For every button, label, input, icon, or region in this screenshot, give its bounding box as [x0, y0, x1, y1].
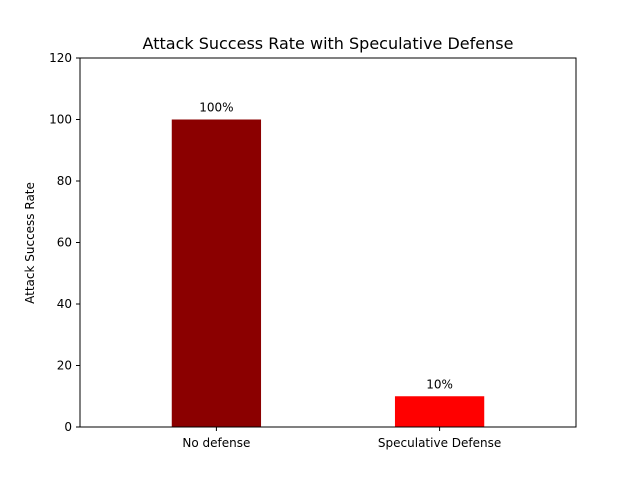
- bar: [394, 396, 485, 427]
- y-tick-label: 60: [57, 236, 72, 250]
- bars: [171, 119, 485, 427]
- x-tick-label: No defense: [182, 436, 250, 450]
- y-tick-label: 40: [57, 297, 72, 311]
- y-axis-ticks: 0 20 40 60 80 100 120: [49, 51, 80, 434]
- bar-value-label: 10%: [426, 377, 453, 391]
- y-tick-label: 20: [57, 359, 72, 373]
- y-tick-label: 80: [57, 174, 72, 188]
- chart-title: Attack Success Rate with Speculative Def…: [143, 34, 514, 53]
- x-tick-label: Speculative Defense: [378, 436, 501, 450]
- y-tick-label: 100: [49, 113, 72, 127]
- plot-frame: [79, 57, 577, 428]
- y-tick-label: 0: [64, 420, 72, 434]
- y-axis-label: Attack Success Rate: [23, 182, 37, 304]
- x-axis-ticks: No defense Speculative Defense: [182, 427, 501, 450]
- bar: [171, 119, 262, 427]
- data-labels: 100% 10%: [199, 101, 453, 392]
- bar-value-label: 100%: [199, 101, 233, 115]
- y-tick-label: 120: [49, 51, 72, 65]
